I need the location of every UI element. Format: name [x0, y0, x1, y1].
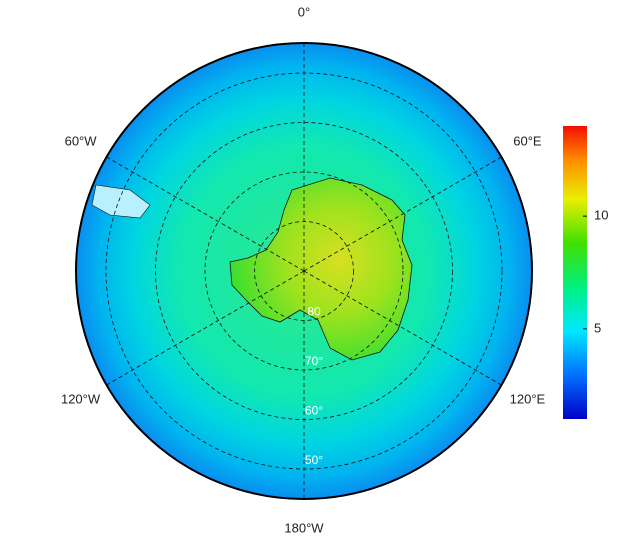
meridian-line [106, 156, 305, 272]
meridian-label: 60°E [513, 133, 542, 148]
parallel-line [254, 221, 354, 321]
parallel-line [105, 72, 503, 470]
parallel-label: 50° [305, 453, 323, 467]
meridian-line [303, 156, 502, 272]
colorbar [563, 126, 587, 419]
parallel-label: 70° [305, 354, 323, 368]
colorbar-tick-label: 10 [594, 208, 608, 223]
parallel-line [155, 122, 453, 420]
colorbar-tick-label: 5 [594, 320, 601, 335]
parallel-label: 80 [307, 305, 321, 319]
parallel-label: 60° [305, 404, 323, 418]
meridian-line [303, 270, 502, 386]
meridian-label: 180°W [284, 520, 324, 535]
meridian-line [106, 270, 305, 386]
meridian-label: 0° [298, 4, 310, 19]
antarctica-field [229, 177, 413, 361]
meridian-label: 120°W [61, 391, 101, 406]
parallel-line [204, 171, 404, 371]
meridian-label: 120°E [510, 391, 546, 406]
south-america-tip [91, 184, 151, 219]
meridian-label: 60°W [65, 133, 98, 148]
